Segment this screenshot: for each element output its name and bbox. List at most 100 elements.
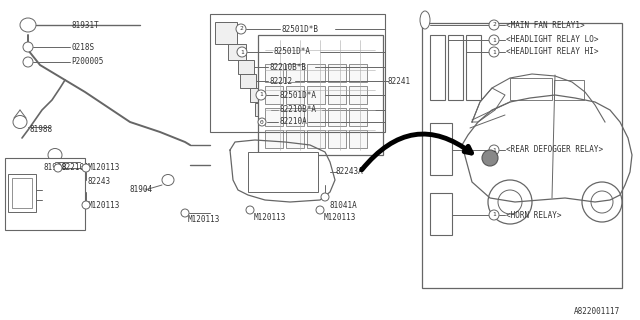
Bar [8,174,36,212]
Circle shape [54,164,62,172]
Circle shape [236,24,246,34]
Text: A822001117: A822001117 [573,308,620,316]
Bar [286,64,304,82]
Circle shape [246,206,254,214]
Circle shape [82,164,90,172]
Circle shape [489,47,499,57]
Bar [238,60,254,74]
Bar [250,88,266,102]
Bar [430,123,452,175]
Bar [286,86,304,104]
Text: <MAIN FAN RELAY1>: <MAIN FAN RELAY1> [506,20,584,29]
Circle shape [489,145,499,155]
Bar [215,22,237,44]
Bar [286,130,304,148]
Text: 0: 0 [260,119,264,124]
Text: P200005: P200005 [71,58,104,67]
Bar [554,80,584,100]
Bar [307,130,325,148]
Text: M120113: M120113 [88,201,120,210]
Circle shape [23,57,33,67]
Text: M120113: M120113 [88,164,120,172]
Text: 81041A: 81041A [329,201,356,210]
Ellipse shape [420,11,430,29]
Text: M120113: M120113 [324,212,356,221]
Ellipse shape [162,174,174,186]
Bar [210,14,385,132]
FancyArrowPatch shape [362,134,472,170]
Bar [466,35,481,100]
Text: <HEADLIGHT RELAY LO>: <HEADLIGHT RELAY LO> [506,36,598,44]
Circle shape [582,182,622,222]
Bar [349,130,367,148]
Text: <HEADLIGHT RELAY HI>: <HEADLIGHT RELAY HI> [506,47,598,57]
Bar [307,108,325,126]
Text: 81904: 81904 [130,186,153,195]
Bar [240,74,256,88]
Bar [248,152,318,192]
Bar [307,86,325,104]
Bar [228,44,246,60]
Text: 2: 2 [492,22,496,28]
Bar [328,108,346,126]
Circle shape [489,210,499,220]
Text: 82241: 82241 [387,76,410,85]
Bar [349,108,367,126]
Bar [349,86,367,104]
Bar [422,23,622,288]
Bar [265,108,283,126]
Circle shape [489,20,499,30]
Text: <HORN RELAY>: <HORN RELAY> [506,211,561,220]
Text: 1: 1 [240,50,244,54]
Text: 82501D*A: 82501D*A [279,91,316,100]
Text: 82501D*A: 82501D*A [273,47,310,57]
Bar [448,35,463,100]
Bar [265,86,283,104]
Bar [430,193,452,235]
Bar [307,64,325,82]
Ellipse shape [48,148,62,162]
Text: 82243: 82243 [88,178,111,187]
Bar [328,86,346,104]
Bar [265,64,283,82]
Circle shape [482,150,498,166]
Bar [5,158,85,230]
Text: 81988: 81988 [30,125,53,134]
Bar [286,108,304,126]
Text: 82210B*B: 82210B*B [269,62,306,71]
Circle shape [591,191,613,213]
Text: <REAR DEFOGGER RELAY>: <REAR DEFOGGER RELAY> [506,146,603,155]
Bar [255,103,271,116]
Circle shape [23,42,33,52]
Text: 82501D*B: 82501D*B [281,25,318,34]
Text: 1: 1 [492,50,496,54]
Circle shape [488,180,532,224]
Bar [258,35,383,155]
Text: 82210A: 82210A [279,117,307,126]
Text: 1: 1 [492,212,496,218]
Bar [349,64,367,82]
Circle shape [181,209,189,217]
Text: 0218S: 0218S [71,43,94,52]
Text: 82210B*A: 82210B*A [279,106,316,115]
Text: 1: 1 [259,92,263,98]
Text: 81988: 81988 [43,163,66,172]
Text: 81931T: 81931T [71,20,99,29]
Text: 1: 1 [492,37,496,43]
Ellipse shape [13,116,27,129]
Bar [328,130,346,148]
Circle shape [498,190,522,214]
Bar [258,116,273,128]
Circle shape [82,201,90,209]
Text: 82210A: 82210A [62,164,90,172]
Text: M120113: M120113 [188,215,220,225]
Circle shape [321,193,329,201]
Bar [12,178,32,208]
Circle shape [237,47,247,57]
Bar [510,78,552,100]
Circle shape [256,90,266,100]
Text: 1: 1 [492,148,496,153]
Text: M120113: M120113 [254,212,286,221]
Text: 2: 2 [239,27,243,31]
Circle shape [489,35,499,45]
